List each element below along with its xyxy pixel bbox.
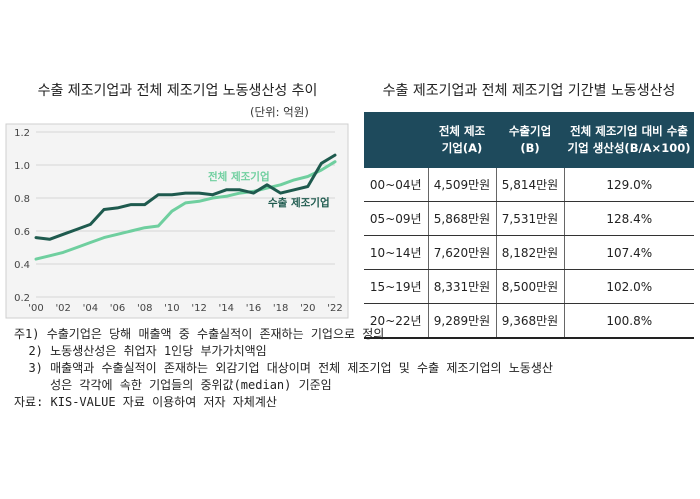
productivity-table: 전체 제조 기업(A) 수출기업 (B) 전체 제조기업 대비 수출 기업 생산… (364, 112, 694, 339)
chart-frame (5, 123, 349, 319)
header-cell (364, 112, 428, 168)
value-cell: 8,182만원 (495, 235, 564, 270)
value-cell: 9,368만원 (495, 303, 564, 339)
header-cell: 수출기업 (B) (496, 112, 564, 168)
ratio-cell: 128.4% (563, 201, 694, 236)
y-tick-label: 1.2 (14, 128, 30, 139)
value-cell: 8,331만원 (427, 269, 496, 304)
table-row: 20~22년 9,289만원 9,368만원 100.8% (364, 303, 694, 339)
series-line (34, 160, 337, 261)
header-cell: 전체 제조기업 대비 수출 기업 생산성(B/A×100) (564, 112, 694, 168)
table-row: 15~19년 8,331만원 8,500만원 102.0% (364, 269, 694, 304)
series-label: 수출 제조기업 (268, 196, 330, 209)
table-header-row: 전체 제조 기업(A) 수출기업 (B) 전체 제조기업 대비 수출 기업 생산… (364, 112, 694, 168)
period-cell: 00~04년 (364, 168, 428, 202)
x-tick-label: '00 (28, 303, 43, 314)
table-row: 05~09년 5,868만원 7,531만원 128.4% (364, 201, 694, 236)
footnote: 2) 노동생산성은 취업자 1인당 부가가치액임 (14, 344, 267, 358)
table-title: 수출 제조기업과 전체 제조기업 기간별 노동생산성 (382, 83, 676, 99)
x-tick-label: '16 (246, 303, 261, 314)
line-chart: 0.2 0.4 0.6 0.8 1.0 1.2 '00 '02 '04 '06 '08 '10 '12 '… (5, 123, 349, 319)
footnote: 주1) 수출기업은 당해 매출액 중 수출실적이 존재하는 기업으로 정의 (14, 327, 385, 341)
ratio-cell: 100.8% (563, 303, 694, 339)
value-cell: 7,620만원 (427, 235, 496, 270)
x-tick-label: '18 (273, 303, 288, 314)
y-tick-label: 0.6 (14, 227, 30, 238)
value-cell: 8,500만원 (495, 269, 564, 304)
x-tick-label: '10 (164, 303, 179, 314)
y-tick-label: 0.4 (14, 260, 30, 271)
footnote: 성은 각각에 속한 기업들의 중위값(median) 기준임 (14, 378, 332, 392)
footnotes: 주1) 수출기업은 당해 매출액 중 수출실적이 존재하는 기업으로 정의 2)… (14, 326, 694, 411)
value-cell: 7,531만원 (495, 201, 564, 236)
value-cell: 9,289만원 (427, 303, 496, 339)
x-tick-label: '08 (137, 303, 152, 314)
ratio-cell: 102.0% (563, 269, 694, 304)
x-tick-label: '20 (300, 303, 315, 314)
period-cell: 10~14년 (364, 235, 428, 270)
series-label: 전체 제조기업 (208, 170, 270, 183)
y-tick-label: 0.8 (14, 194, 30, 205)
footnote: 3) 매출액과 수출실적이 존재하는 외감기업 대상이며 전체 제조기업 및 수… (14, 361, 553, 375)
x-tick-label: '06 (110, 303, 125, 314)
x-tick-label: '14 (219, 303, 234, 314)
table-row: 00~04년 4,509만원 5,814만원 129.0% (364, 168, 694, 202)
value-cell: 5,814만원 (495, 168, 564, 202)
x-tick-label: '04 (83, 303, 98, 314)
x-tick-label: '02 (55, 303, 70, 314)
period-cell: 20~22년 (364, 303, 428, 339)
y-tick-label: 0.2 (14, 293, 30, 304)
unit-note: (단위: 억원) (250, 105, 309, 119)
series-line (34, 153, 337, 241)
x-tick-label: '22 (327, 303, 342, 314)
ratio-cell: 129.0% (563, 168, 694, 202)
ratio-cell: 107.4% (563, 235, 694, 270)
value-cell: 5,868만원 (427, 201, 496, 236)
table-row: 10~14년 7,620만원 8,182만원 107.4% (364, 235, 694, 270)
header-cell: 전체 제조 기업(A) (428, 112, 496, 168)
source-note: 자료: KIS-VALUE 자료 이용하여 저자 자체계산 (14, 395, 277, 409)
x-tick-label: '12 (191, 303, 206, 314)
chart-title: 수출 제조기업과 전체 제조기업 노동생산성 추이 (37, 83, 318, 99)
period-cell: 05~09년 (364, 201, 428, 236)
y-tick-label: 1.0 (14, 161, 30, 172)
value-cell: 4,509만원 (427, 168, 496, 202)
period-cell: 15~19년 (364, 269, 428, 304)
